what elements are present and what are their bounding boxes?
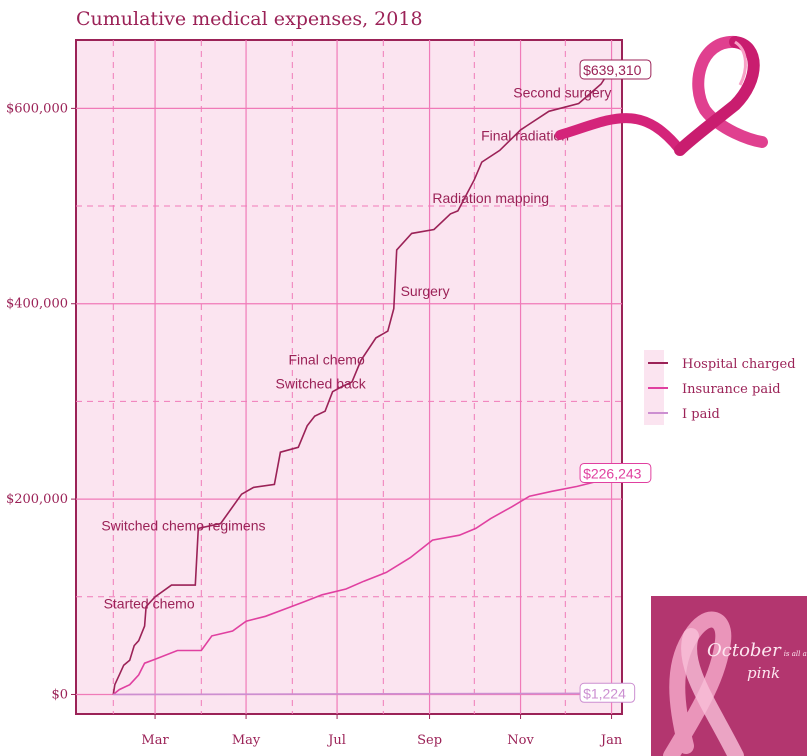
y-tick-label: $400,000 (6, 297, 68, 312)
x-tick-label: May (232, 733, 261, 748)
annotation-label: Final radiation (481, 128, 569, 144)
end-label-box (579, 59, 652, 80)
x-tick-label: Jan (599, 733, 623, 748)
annotation-label: Radiation mapping (432, 190, 549, 206)
x-axis: Mar May Jul Sep Nov Jan (141, 714, 623, 748)
promo-text-pink: pink (747, 664, 781, 682)
x-tick-label: Nov (507, 733, 534, 748)
end-label-layer: $639,310 $226,243 $1,224 (579, 59, 652, 703)
end-label-value: $639,310 (583, 62, 642, 78)
chart-title: Cumulative medical expenses, 2018 (76, 8, 423, 30)
end-label-value: $1,224 (583, 685, 626, 701)
promo-text-small: is all about (783, 650, 807, 658)
x-tick-label: Mar (141, 733, 169, 748)
promo-ribbon-icon (663, 611, 744, 756)
y-tick-label: $600,000 (6, 101, 68, 116)
promo-text-october: October (707, 640, 781, 661)
legend-label: Hospital charged (682, 357, 796, 372)
end-label-value: $226,243 (583, 465, 642, 481)
annotation-label: Final chemo (288, 351, 364, 367)
series-layer (112, 69, 611, 696)
annotation-label: Started chemo (104, 596, 195, 612)
x-tick-label: Sep (417, 733, 442, 748)
series-line-insurance-paid (112, 472, 611, 696)
legend-label: Insurance paid (682, 382, 781, 397)
legend-label: I paid (682, 407, 720, 422)
series-line-i-paid (113, 692, 611, 696)
x-tick-label: Jul (326, 733, 346, 748)
annotation-label: Switched chemo regimens (101, 517, 265, 533)
end-label-box (579, 462, 652, 483)
y-axis: $0 $200,000 $400,000 $600,000 (6, 101, 76, 702)
pink-ribbon-icon (555, 36, 768, 156)
annotation-label: Surgery (401, 283, 450, 299)
series-line-hospital-charged (112, 69, 611, 695)
end-label-box (579, 682, 636, 703)
annotation-label: Second surgery (513, 85, 611, 101)
legend: Hospital charged Insurance paid I paid (644, 350, 796, 425)
y-tick-label: $200,000 (6, 492, 68, 507)
grid-lines (76, 40, 622, 714)
annotation-layer: Started chemo Switched chemo regimens Swit… (101, 85, 611, 612)
y-tick-label: $0 (51, 687, 68, 702)
annotation-label: Switched back (276, 376, 367, 392)
plot-panel (75, 39, 623, 715)
